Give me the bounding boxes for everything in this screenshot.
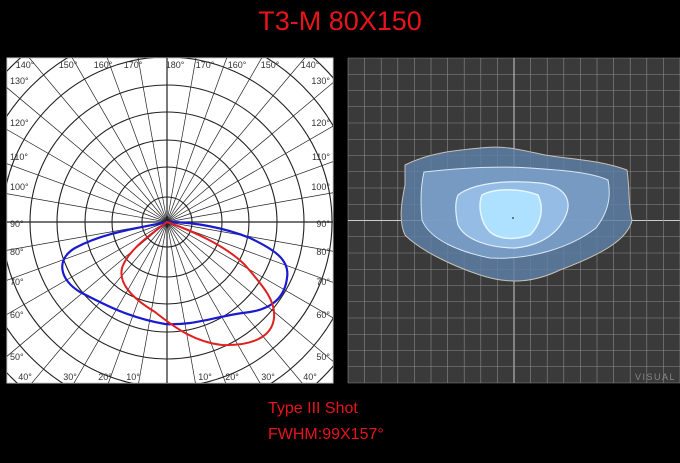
polar-radial-line [166,58,197,223]
polar-angle-label: 20° [225,372,239,382]
polar-angle-label: 170° [196,60,215,70]
polar-angle-label: 60° [10,310,24,320]
diagram-title: T3-M 80X150 [258,6,422,36]
polar-angle-label: 100° [10,182,29,192]
polar-angle-label: 110° [10,152,28,162]
polar-radial-line [31,221,168,383]
polar-radial-line [7,193,168,223]
polar-angle-label: 70° [316,277,330,287]
polar-ring [29,84,305,360]
polar-radial-line [166,161,333,223]
polar-angle-label: 140° [16,60,35,70]
polar-ring [7,58,333,383]
caption-fwhm: FWHM:99X157° [268,426,384,443]
polar-radial-line [7,221,168,281]
polar-angle-label: 80° [10,247,24,257]
polar-angle-label: 110° [312,152,330,162]
polar-angle-label: 170° [124,60,143,70]
polar-ring [111,166,223,278]
polar-radial-line [166,192,333,223]
polar-angle-label: 30° [261,372,275,382]
polar-angle-label: 160° [94,60,113,70]
polar-radial-line [106,58,168,223]
polar-radial-line [166,58,306,223]
polar-angle-label: 40° [18,372,32,382]
polar-ring [84,139,250,305]
polar-angle-label: 40° [303,372,317,382]
polar-angle-label: 10° [198,372,212,382]
polar-radial-line [166,221,333,252]
polar-angle-label: 150° [261,60,280,70]
polar-ring [56,111,278,333]
polar-radial-line [138,221,168,383]
isolux-contour-inner [479,189,542,240]
polar-radial-line [166,58,263,223]
polar-radial-line [7,163,168,223]
polar-angle-label: 30° [63,372,77,382]
curve-c0-c180 [61,220,289,326]
polar-radial-line [28,58,168,223]
polar-radial-line [7,87,168,223]
polar-radial-line [166,221,303,383]
polar-angle-label: 50° [10,352,24,362]
polar-angle-label: 20° [98,372,112,382]
polar-radial-line [166,82,333,223]
isolux-center-point [512,217,514,219]
polar-angle-label: 120° [10,118,29,128]
caption-distribution-type: Type III Shot [268,400,358,417]
polar-angle-label: 10° [126,372,140,382]
polar-angle-label: 60° [316,310,330,320]
polar-radial-line [73,221,168,383]
polar-radial-line [7,129,168,223]
curve-c90-c270 [120,220,276,347]
polar-radial-line [7,221,168,251]
polar-angle-label: 150° [59,60,78,70]
polar-angle-labels: 140° 150° 160° 170° 180° 170° 160° 150° 140° 130°… [10,60,330,382]
polar-angle-label: 90° [316,219,330,229]
polar-angle-label: 160° [228,60,247,70]
polar-radial-line [166,221,333,283]
polar-radial-line [166,58,228,223]
polar-angle-label: 50° [316,352,330,362]
polar-angle-label: 70° [10,277,24,287]
polar-angle-label: 180° [166,60,185,70]
polar-angle-label: 90° [10,219,24,229]
polar-angle-label: 120° [311,118,330,128]
polar-radial-line [166,221,333,319]
polar-radial-line [166,125,333,223]
polar-radial-line [71,58,168,223]
polar-radial-line [7,221,168,315]
watermark: VISUAL [635,372,676,382]
polar-angle-label: 80° [316,247,330,257]
polar-angle-label: 140° [301,60,320,70]
polar-radial-line [166,221,261,383]
polar-ring [141,196,193,248]
polar-radial-line [166,221,196,383]
polar-radial-line [166,221,333,362]
polar-angle-label: 100° [311,182,330,192]
polar-radial-line [108,221,168,383]
polar-radial-line [137,58,168,223]
polar-angle-label: 130° [10,76,29,86]
polar-angle-label: 130° [311,76,330,86]
